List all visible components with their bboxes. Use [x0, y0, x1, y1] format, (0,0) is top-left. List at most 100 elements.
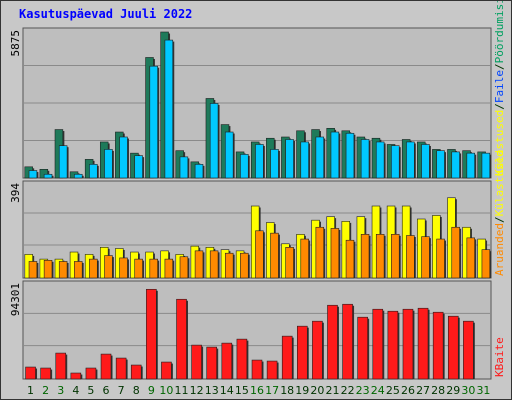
page-title: Kasutuspäevad Juuli 2022 — [19, 7, 193, 21]
bar-bottom-KBaite-1 — [25, 366, 36, 380]
day-label-21: 21 — [325, 384, 339, 397]
bar-bottom-KBaite-29 — [447, 315, 459, 380]
day-label-17: 17 — [265, 384, 279, 397]
bar-bottom-KBaite-15 — [236, 338, 248, 380]
bar-middle-Aruanded-4 — [74, 261, 83, 279]
bar-bottom-KBaite-12 — [191, 344, 202, 380]
bar-middle-Aruanded-18 — [285, 247, 294, 279]
series-legend-middle: Aruanded/Külastused — [493, 150, 506, 276]
day-label-20: 20 — [310, 384, 324, 397]
day-label-25: 25 — [386, 384, 400, 397]
bar-middle-Aruanded-8 — [134, 258, 143, 279]
bar-bottom-KBaite-18 — [281, 335, 293, 380]
y-axis-max-label-top: 5875 — [9, 30, 22, 57]
bar-middle-Aruanded-23 — [360, 234, 370, 279]
bar-top-Faile-22 — [345, 132, 355, 179]
bar-bottom-KBaite-22 — [342, 303, 353, 380]
day-label-22: 22 — [341, 384, 355, 397]
bar-middle-Aruanded-9 — [149, 258, 158, 279]
series-legend-bottom: KBaite — [493, 337, 506, 377]
legend-part-top-3: / — [493, 63, 506, 70]
bar-bottom-KBaite-4 — [70, 372, 82, 380]
bar-bottom-KBaite-24 — [372, 308, 384, 380]
bar-top-Faile-1 — [28, 170, 38, 179]
bar-bottom-KBaite-27 — [417, 307, 429, 380]
bar-middle-Aruanded-16 — [255, 230, 264, 279]
bar-middle-Aruanded-3 — [58, 261, 68, 279]
bar-top-Külastused-2 — [39, 169, 49, 179]
day-label-12: 12 — [190, 384, 204, 397]
bar-top-Faile-15 — [240, 154, 249, 179]
bar-top-Faile-30 — [466, 152, 475, 179]
day-label-16: 16 — [250, 384, 264, 397]
day-label-19: 19 — [295, 384, 309, 397]
bar-bottom-KBaite-28 — [432, 311, 444, 380]
bar-middle-Aruanded-24 — [375, 234, 385, 279]
bar-bottom-KBaite-3 — [55, 352, 67, 380]
bar-top-Faile-24 — [375, 141, 385, 179]
day-label-14: 14 — [220, 384, 234, 397]
bar-bottom-KBaite-19 — [297, 325, 308, 380]
bar-top-Faile-20 — [315, 136, 325, 179]
day-label-6: 6 — [103, 384, 110, 397]
bar-middle-Aruanded-13 — [209, 250, 219, 279]
legend-part-middle-2: Külastused — [493, 150, 506, 216]
bar-top-Faile-5 — [89, 164, 98, 179]
bar-top-Faile-27 — [421, 144, 430, 179]
bar-middle-Aruanded-28 — [436, 238, 445, 279]
bar-top-Faile-8 — [134, 155, 143, 179]
bar-top-Faile-26 — [406, 141, 415, 179]
bar-bottom-KBaite-26 — [402, 308, 414, 380]
bar-middle-Aruanded-7 — [119, 257, 128, 279]
bar-top-Faile-14 — [224, 131, 234, 179]
bar-top-Faile-18 — [285, 139, 294, 179]
bar-top-Faile-21 — [330, 131, 340, 179]
bar-middle-Aruanded-12 — [194, 250, 204, 279]
bar-bottom-KBaite-23 — [357, 316, 368, 380]
bar-middle-Aruanded-31 — [481, 249, 491, 279]
bar-middle-Aruanded-6 — [104, 255, 113, 279]
day-label-27: 27 — [416, 384, 430, 397]
bar-middle-Aruanded-5 — [89, 258, 98, 279]
bar-top-Faile-13 — [209, 103, 219, 179]
day-label-30: 30 — [461, 384, 475, 397]
bar-bottom-KBaite-14 — [221, 342, 233, 380]
bar-middle-Aruanded-11 — [179, 256, 189, 279]
day-label-23: 23 — [356, 384, 370, 397]
day-label-2: 2 — [42, 384, 49, 397]
bar-middle-Aruanded-29 — [451, 226, 460, 279]
bar-top-Faile-4 — [74, 173, 83, 179]
bar-top-Faile-31 — [481, 152, 491, 179]
y-axis-max-label-bottom: 94301 — [9, 283, 22, 316]
bar-top-Faile-7 — [119, 136, 128, 179]
bar-middle-Aruanded-10 — [164, 258, 174, 279]
bar-top-Faile-16 — [255, 144, 264, 179]
day-label-8: 8 — [133, 384, 140, 397]
bar-bottom-KBaite-21 — [327, 304, 338, 380]
bar-middle-Aruanded-1 — [28, 261, 38, 279]
bar-bottom-KBaite-13 — [206, 346, 217, 380]
day-label-13: 13 — [205, 384, 219, 397]
bar-middle-Aruanded-30 — [466, 237, 475, 279]
day-label-29: 29 — [446, 384, 460, 397]
bar-bottom-KBaite-11 — [176, 298, 187, 380]
day-label-24: 24 — [371, 384, 385, 397]
bar-bottom-KBaite-8 — [130, 364, 142, 380]
day-label-1: 1 — [27, 384, 34, 397]
bar-top-Faile-3 — [58, 145, 68, 179]
bar-middle-Aruanded-26 — [406, 235, 415, 279]
bar-top-Faile-28 — [436, 150, 445, 179]
bar-bottom-KBaite-10 — [161, 361, 172, 380]
bar-middle-Aruanded-19 — [300, 238, 309, 279]
bar-middle-Aruanded-14 — [224, 252, 234, 279]
bar-top-Faile-11 — [179, 156, 189, 179]
bar-middle-Aruanded-27 — [421, 236, 430, 279]
bar-middle-Aruanded-22 — [345, 239, 355, 279]
day-label-31: 31 — [476, 384, 490, 397]
bar-top-Faile-10 — [164, 39, 174, 179]
legend-part-bottom-0: KBaite — [493, 337, 506, 377]
day-label-15: 15 — [235, 384, 249, 397]
day-label-26: 26 — [401, 384, 415, 397]
bar-bottom-KBaite-7 — [115, 357, 127, 380]
